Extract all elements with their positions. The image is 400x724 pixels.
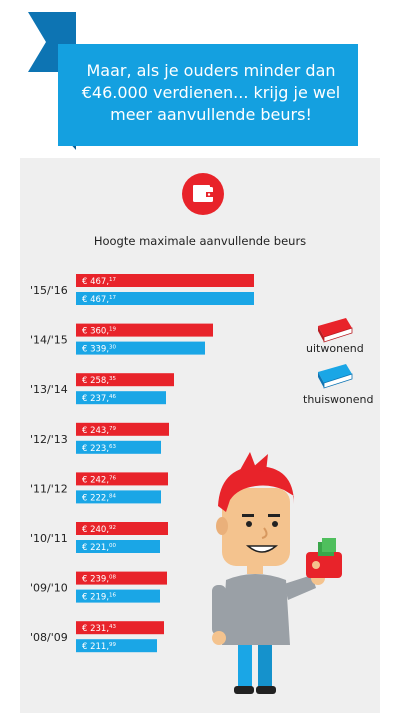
data-label: € 467,17 [82,295,117,305]
data-label-main: € 243, [82,426,109,436]
category-label: '10/'11 [30,532,68,545]
legend-thuiswonend: thuiswonend [303,364,373,406]
data-label-decimals: 63 [109,444,116,450]
category-label: '08/'09 [30,631,68,644]
legend-label-uitwonend: uitwonend [306,342,364,355]
category-label: '13/'14 [30,383,68,396]
data-label-main: € 360, [82,327,109,337]
data-label: € 211,99 [82,642,117,652]
data-label: € 222,84 [82,493,117,503]
data-label-main: € 219, [82,593,109,603]
legend-uitwonend: uitwonend [306,318,364,355]
data-label-decimals: 08 [109,575,116,581]
banner-ribbon [28,12,358,150]
bar-uitwonend [76,323,213,337]
category-label: '12/'13 [30,433,68,446]
chart-title: Hoogte maximale aanvullende beurs [93,234,307,248]
bar-uitwonend [76,522,168,535]
data-label-decimals: 46 [109,394,116,400]
banner-line-1: Maar, als je ouders minder dan [86,61,336,80]
bar-thuiswonend [76,490,161,504]
data-label: € 339,30 [82,345,117,355]
bar-uitwonend [76,621,164,635]
data-label: € 467,17 [82,277,117,287]
bar-thuiswonend [76,589,160,603]
data-label-main: € 240, [82,525,109,535]
data-label-decimals: 76 [109,475,116,481]
banner-line-3: meer aanvullende beurs! [110,105,312,124]
data-label-main: € 231, [82,624,109,634]
data-label-main: € 221, [82,543,109,553]
data-label-main: € 211, [82,642,109,652]
bar-thuiswonend [76,440,161,454]
data-label-decimals: 43 [109,624,116,630]
data-label: € 239,08 [82,575,117,585]
data-label: € 258,35 [82,376,117,386]
bar-thuiswonend [76,341,205,355]
book-icon [318,364,353,389]
data-label: € 221,00 [82,543,117,553]
data-label-main: € 258, [82,376,109,386]
data-label: € 231,43 [82,624,117,634]
category-label: '15/'16 [30,284,68,297]
data-label-main: € 239, [82,575,109,585]
data-label-main: € 223, [82,444,109,454]
bar-uitwonend [76,373,174,387]
data-label: € 360,19 [82,327,117,337]
book-icon [318,318,353,343]
bar-thuiswonend [76,391,166,405]
data-label-decimals: 17 [109,277,116,283]
data-label-main: € 222, [82,493,109,503]
data-label: € 243,79 [82,426,117,436]
data-label: € 242,76 [82,475,117,485]
bar-uitwonend [76,422,169,436]
data-label-decimals: 99 [109,642,116,648]
category-label: '11/'12 [30,482,68,495]
data-label: € 219,16 [82,593,117,603]
data-label-main: € 467, [82,277,109,287]
data-label-decimals: 79 [109,426,116,432]
data-label-main: € 242, [82,475,109,485]
category-label: '09/'10 [30,582,68,595]
data-label-decimals: 16 [109,593,116,599]
data-label-decimals: 84 [109,493,116,499]
legend-label-thuiswonend: thuiswonend [303,393,373,406]
data-label: € 240,92 [82,525,116,535]
data-label: € 223,63 [82,444,117,454]
data-label-main: € 237, [82,394,109,404]
data-label-decimals: 30 [109,345,116,351]
boy-with-wallet [212,452,342,694]
data-label-main: € 467, [82,295,109,305]
bar-uitwonend [76,571,167,585]
data-label-main: € 339, [82,345,109,355]
bar-uitwonend [76,472,168,486]
data-label-decimals: 00 [109,543,116,549]
category-label: '14/'15 [30,334,68,347]
data-label-decimals: 19 [109,327,116,333]
data-label-decimals: 17 [109,295,116,301]
banner-line-2: €46.000 verdienen... krijg je wel [81,83,341,102]
data-label-decimals: 92 [109,525,116,531]
bar-thuiswonend [76,292,254,305]
bar-thuiswonend [76,639,157,653]
bar-thuiswonend [76,540,160,553]
wallet-icon [182,173,224,215]
banner-text: Maar, als je ouders minder dan €46.000 v… [66,60,356,126]
bar-uitwonend [76,274,254,287]
data-label-decimals: 35 [109,376,116,382]
data-label: € 237,46 [82,394,117,404]
